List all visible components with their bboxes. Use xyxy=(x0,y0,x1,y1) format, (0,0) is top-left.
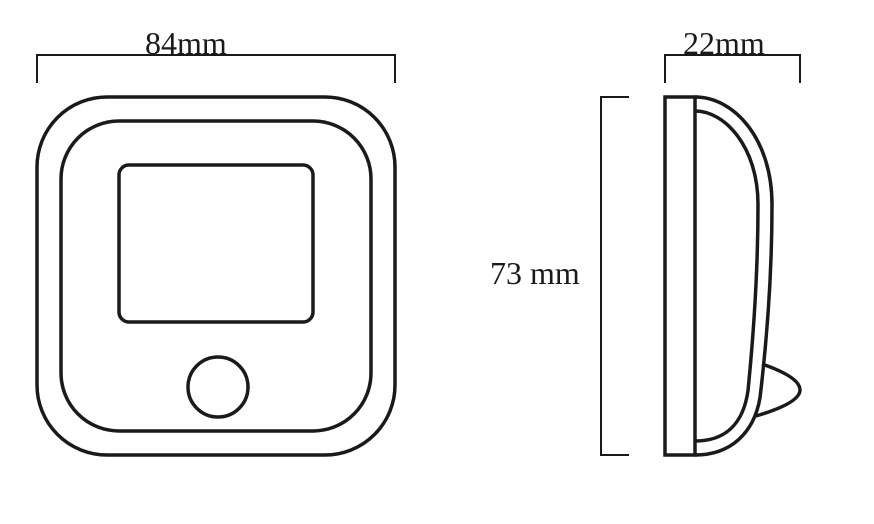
dimension-diagram xyxy=(0,0,874,524)
front-width-label: 84mm xyxy=(145,25,227,62)
side-height-label: 73 mm xyxy=(490,255,580,292)
front-button xyxy=(188,357,248,417)
front-outer-body xyxy=(37,97,395,455)
side-width-label: 22mm xyxy=(683,25,765,62)
front-inner-body xyxy=(61,121,371,431)
front-screen xyxy=(119,165,313,322)
side-face-outer xyxy=(695,97,772,455)
side-face-inner xyxy=(695,111,758,441)
side-base xyxy=(665,97,695,455)
